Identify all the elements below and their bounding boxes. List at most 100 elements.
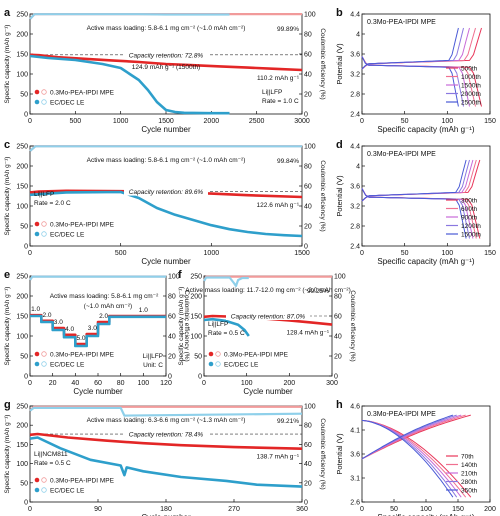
legend-marker-open	[41, 477, 47, 483]
x-tick-label: 40	[71, 380, 79, 387]
x-tick-label: 0	[360, 250, 364, 257]
charge-curve-3	[361, 159, 470, 202]
y-tick-label: 150	[190, 314, 202, 321]
y-tick-label: 200	[16, 423, 28, 430]
y-tick-label: 4.1	[350, 428, 360, 435]
x-tick-label: 1500	[294, 250, 310, 257]
y-tick-label: 100	[16, 334, 28, 341]
legend-label: EC/DEC LE	[50, 100, 85, 107]
cell-annotation: Li||LFP	[262, 89, 282, 96]
y-axis-title: Potential (V)	[335, 175, 344, 217]
series-line-3	[203, 276, 249, 288]
legend-marker	[34, 99, 40, 105]
x-tick-label: 0	[28, 118, 32, 125]
y-axis-title: Specific capacity (mAh g⁻¹)	[4, 157, 11, 236]
ce-annotation: 99.89%	[277, 26, 299, 33]
panel-g: g090180270360050100150200250Cycle number…	[4, 399, 326, 516]
legend-marker-open	[215, 361, 221, 367]
ce-annotation: 99.25%	[307, 288, 329, 295]
x-tick-label: 100	[241, 380, 253, 387]
y2-tick-label: 80	[304, 164, 312, 171]
legend-marker	[34, 221, 40, 227]
y-tick-label: 2.6	[350, 500, 360, 507]
loading-annotation: Active mass loading: 6.3-6.6 mg cm⁻² (~1…	[87, 417, 246, 424]
x-tick-label: 0	[360, 118, 364, 125]
y-tick-label: 0	[198, 374, 202, 381]
legend-marker	[34, 477, 40, 483]
y-tick-label: 4.4	[350, 12, 360, 19]
x-tick-label: 0	[28, 250, 32, 257]
legend-label: 300th	[461, 198, 478, 205]
legend-marker	[208, 361, 214, 367]
y2-tick-label: 20	[168, 354, 176, 361]
y2-tick-label: 20	[334, 354, 342, 361]
retention-label-bg	[124, 429, 208, 439]
retention-label-bg	[226, 311, 310, 320]
discharge-curve-3	[361, 188, 470, 239]
y-tick-label: 0	[24, 112, 28, 119]
legend-label: EC/DEC LE	[50, 488, 85, 495]
end-capacity-annotation: 122.6 mAh g⁻¹	[257, 202, 300, 209]
y-axis-title: Specific capacity (mAh g⁻¹)	[4, 415, 11, 494]
legend-label: 140th	[461, 462, 478, 469]
panel-title: 0.3Mo-PEA-IPDI MPE	[367, 19, 436, 26]
x-axis-title: Specific capacity (mAh g⁻¹)	[377, 513, 474, 516]
legend-label: 0.3Mo-PEA-IPDI MPE	[50, 90, 115, 97]
loading-annotation: Active mass loading: 5.8-6.1 mg cm⁻² (~1…	[87, 157, 246, 164]
x-tick-label: 1500	[158, 118, 174, 125]
y-axis-title: Potential (V)	[335, 43, 344, 85]
panel-a: a0 500 1000 1500 2000 2500 3000050100150200250…	[4, 7, 326, 134]
x-tick-label: 200	[283, 380, 295, 387]
x-tick-label: 90	[94, 506, 102, 513]
series-line-3	[29, 145, 302, 152]
y-tick-label: 250	[16, 12, 28, 19]
series-line-2	[30, 314, 166, 348]
y-tick-label: 250	[16, 404, 28, 411]
legend-label: EC/DEC LE	[50, 362, 85, 369]
legend-label: 2000th	[461, 91, 481, 98]
x-tick-label: 120	[160, 380, 172, 387]
y-tick-label: 3.6	[350, 452, 360, 459]
y2-tick-label: 100	[334, 274, 346, 281]
y2-tick-label: 80	[304, 32, 312, 39]
x-axis-title: Cycle number	[73, 387, 123, 396]
legend-label: 1000th	[461, 74, 481, 81]
discharge-curve-2	[361, 188, 474, 239]
x-tick-label: 150	[452, 506, 464, 513]
y-tick-label: 50	[20, 224, 28, 231]
legend-label: 70th	[461, 454, 474, 461]
legend-label: 280th	[461, 479, 478, 486]
rate-label: 2.0	[99, 313, 108, 320]
x-tick-label: 100	[441, 118, 453, 125]
series-line-0	[29, 53, 303, 72]
y-tick-label: 4.4	[350, 144, 360, 151]
panel-label: b	[336, 7, 343, 19]
y-axis-title: Specific capacity (mAh g⁻¹)	[4, 25, 11, 104]
panel-label: h	[336, 399, 343, 411]
legend-label: 0.3Mo-PEA-IPDI MPE	[50, 478, 115, 485]
x-axis-title: Cycle number	[141, 513, 191, 516]
discharge-curve-1	[361, 188, 477, 239]
cell-annotation: Li||LFP	[208, 321, 228, 328]
x-tick-label: 200	[484, 506, 496, 513]
panel-b: b 0 50 100 150 2.4 2.8 3.2 3.6 4 4.4 Specific capac…	[335, 7, 496, 134]
x-axis-title: Cycle number	[243, 387, 293, 396]
y2-tick-label: 40	[304, 461, 312, 468]
y-axis-title: Specific capacity (mAh g⁻¹)	[4, 287, 11, 366]
legend-marker-open	[41, 89, 47, 95]
panel-label: g	[4, 399, 11, 411]
x-tick-label: 0	[28, 380, 32, 387]
y2-tick-label: 40	[304, 204, 312, 211]
plot-frame	[361, 13, 491, 115]
legend-label: EC/DEC LE	[50, 232, 85, 239]
y-tick-label: 150	[16, 52, 28, 59]
y2-tick-label: 100	[168, 274, 180, 281]
x-tick-label: 80	[117, 380, 125, 387]
y-tick-label: 100	[16, 72, 28, 79]
y-tick-label: 2.4	[350, 244, 360, 251]
legend-label: 500th	[461, 66, 478, 73]
loading-annotation: Active mass loading: 5.8-6.1 mg cm⁻² (~1…	[87, 25, 246, 32]
series-line-3	[29, 13, 230, 20]
ce-annotation: 99.84%	[277, 158, 299, 165]
